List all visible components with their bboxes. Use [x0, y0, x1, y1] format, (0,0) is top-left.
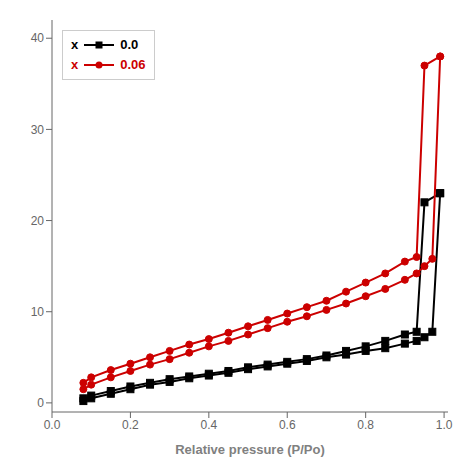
svg-text:0: 0 [37, 396, 44, 410]
svg-text:Relative pressure (P/Po): Relative pressure (P/Po) [175, 442, 325, 457]
svg-text:30: 30 [31, 123, 45, 137]
svg-text:0.6: 0.6 [279, 418, 296, 432]
svg-text:0.4: 0.4 [200, 418, 217, 432]
html-text:x: x [71, 37, 79, 52]
html-text:x: x [71, 57, 79, 72]
svg-text:40: 40 [31, 31, 45, 45]
svg-text:20: 20 [31, 214, 45, 228]
svg-text:1.0: 1.0 [436, 418, 453, 432]
svg-text:10: 10 [31, 305, 45, 319]
svg-text:0.8: 0.8 [357, 418, 374, 432]
svg-text:0.0: 0.0 [44, 418, 61, 432]
html-text:0.0: 0.0 [120, 37, 139, 52]
html-text:0.06: 0.06 [120, 57, 146, 72]
svg-text:0.2: 0.2 [122, 418, 139, 432]
